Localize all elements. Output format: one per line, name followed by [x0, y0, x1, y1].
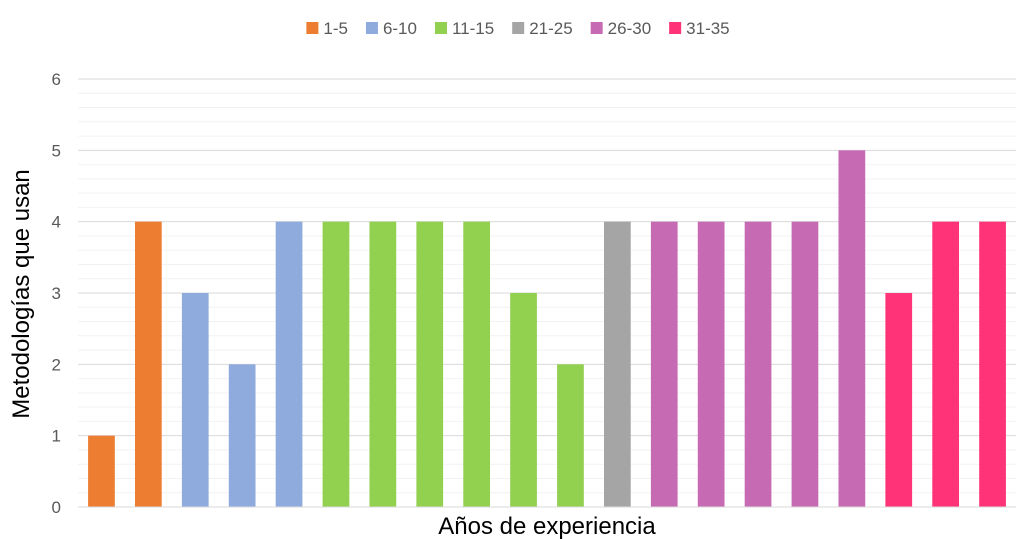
legend-swatch-6-10 [365, 22, 378, 34]
y-tick-label: 2 [52, 355, 61, 374]
bar-26-30-15 [791, 221, 819, 507]
bar-11-15-9 [510, 293, 537, 507]
bar-31-35-18 [932, 221, 960, 507]
y-tick-label: 0 [52, 498, 61, 517]
legend-label-26-30: 26-30 [608, 19, 651, 38]
bar-31-35-19 [979, 221, 1006, 507]
x-axis-title: Años de experiencia [438, 513, 656, 539]
bar-31-35-17 [885, 293, 913, 507]
bar-11-15-8 [463, 221, 491, 507]
legend-swatch-21-25 [512, 22, 525, 34]
bar-1-5-0 [88, 435, 115, 507]
bar-11-15-7 [416, 221, 444, 507]
legend-swatch-1-5 [306, 22, 319, 34]
bar-26-30-12 [650, 221, 678, 507]
bar-11-15-5 [322, 221, 350, 507]
y-tick-label: 4 [52, 213, 61, 232]
bar-26-30-13 [697, 221, 725, 507]
y-tick-label: 5 [52, 141, 61, 160]
y-tick-label: 6 [52, 70, 61, 89]
bar-6-10-4 [275, 221, 303, 507]
bar-11-15-6 [369, 221, 397, 507]
legend-label-6-10: 6-10 [383, 19, 417, 38]
bar-6-10-2 [181, 293, 209, 507]
legend-swatch-31-35 [669, 22, 682, 34]
bars [88, 150, 1006, 508]
y-tick-label: 3 [52, 284, 61, 303]
legend-label-31-35: 31-35 [686, 19, 729, 38]
bar-1-5-1 [134, 221, 162, 507]
legend-label-11-15: 11-15 [452, 19, 494, 38]
legend-swatch-26-30 [590, 22, 603, 34]
legend: 1-5 6-10 11-15 21-25 26-30 31-35 [306, 19, 730, 38]
bar-21-25-11 [603, 221, 631, 507]
bar-11-15-10 [557, 364, 584, 507]
gridlines [78, 78, 1016, 494]
bar-26-30-16 [838, 150, 866, 508]
bar-26-30-14 [744, 221, 772, 507]
legend-swatch-11-15 [434, 22, 447, 34]
legend-label-21-25: 21-25 [529, 19, 572, 38]
y-tick-label: 1 [52, 427, 61, 446]
bar-6-10-3 [228, 364, 256, 507]
y-axis-title: Metodologías que usan [8, 169, 35, 419]
y-tick-labels: 0 1 2 3 4 5 6 [52, 70, 61, 517]
legend-label-1-5: 1-5 [323, 19, 348, 38]
